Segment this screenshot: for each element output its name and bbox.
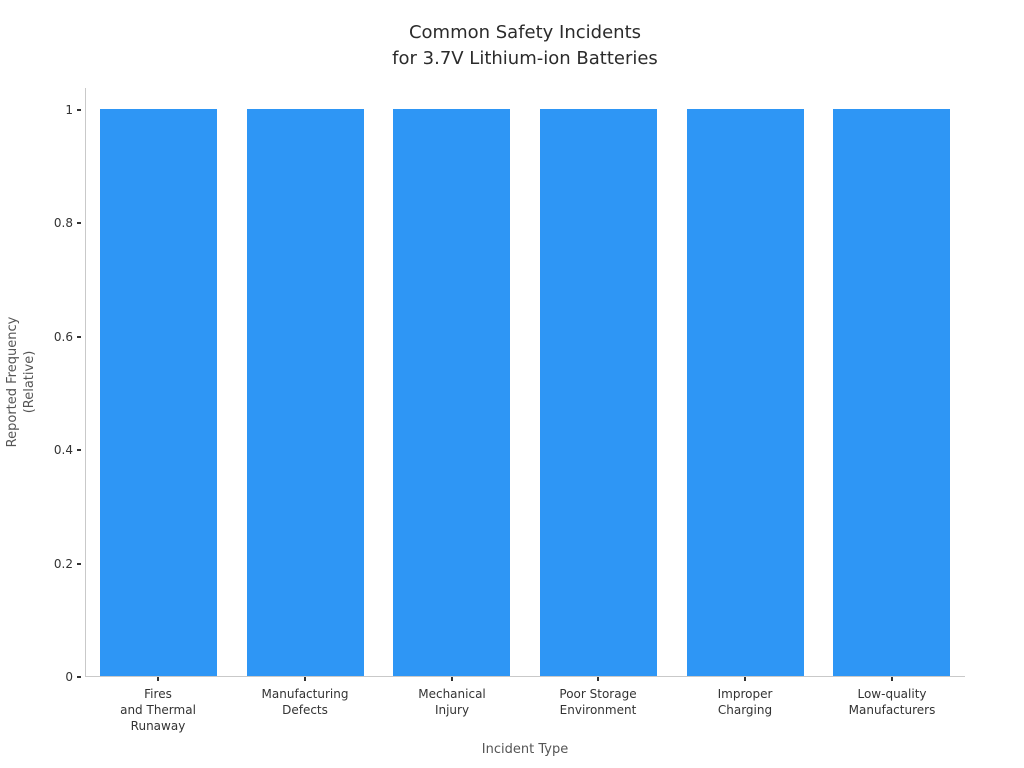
y-tick-label: 1 bbox=[65, 103, 73, 117]
x-tick-mark bbox=[451, 677, 453, 681]
x-tick-label: Manufacturing Defects bbox=[261, 687, 349, 717]
x-tick-mark bbox=[597, 677, 599, 681]
y-tick: 0.2 bbox=[31, 557, 81, 571]
x-tick: Mechanical Injury bbox=[372, 677, 532, 718]
y-tick: 1 bbox=[31, 103, 81, 117]
y-axis-spine bbox=[85, 88, 86, 677]
x-tick-label: Fires and Thermal Runaway bbox=[120, 687, 196, 733]
x-tick: Poor Storage Environment bbox=[518, 677, 678, 718]
x-tick-label: Mechanical Injury bbox=[418, 687, 486, 717]
y-tick: 0 bbox=[31, 670, 81, 684]
bar-poor-storage-environment bbox=[540, 109, 657, 676]
y-tick-label: 0 bbox=[65, 670, 73, 684]
y-tick-label: 0.8 bbox=[53, 216, 73, 230]
x-tick-mark bbox=[304, 677, 306, 681]
x-tick-mark bbox=[891, 677, 893, 681]
bar-improper-charging bbox=[687, 109, 804, 676]
x-tick-label: Poor Storage Environment bbox=[559, 687, 637, 717]
x-tick-label: Improper Charging bbox=[717, 687, 773, 717]
chart-title: Common Safety Incidents for 3.7V Lithium… bbox=[392, 22, 658, 69]
y-tick-label: 0.2 bbox=[53, 557, 73, 571]
x-tick-mark bbox=[744, 677, 746, 681]
plot-area: 1 0.8 0.6 0.4 0.2 0 Fires and Thermal Ru… bbox=[54, 88, 965, 733]
y-axis-label: Reported Frequency (Relative) bbox=[5, 316, 37, 448]
y-tick-mark bbox=[77, 336, 81, 338]
x-tick: Fires and Thermal Runaway bbox=[78, 677, 238, 734]
x-axis-label: Incident Type bbox=[481, 742, 569, 757]
y-tick-label: 0.4 bbox=[53, 443, 73, 457]
bar-manufacturing-defects bbox=[247, 109, 364, 676]
y-tick-mark bbox=[77, 676, 81, 678]
y-tick: 0.4 bbox=[31, 443, 81, 457]
y-tick-mark bbox=[77, 563, 81, 565]
y-tick: 0.8 bbox=[31, 216, 81, 230]
x-tick-label: Low-quality Manufacturers bbox=[848, 687, 936, 717]
y-tick-mark bbox=[77, 449, 81, 451]
x-tick: Manufacturing Defects bbox=[225, 677, 385, 718]
x-tick: Improper Charging bbox=[665, 677, 825, 718]
bar-mechanical-injury bbox=[393, 109, 510, 676]
x-axis-spine bbox=[85, 676, 965, 677]
x-tick-mark bbox=[157, 677, 159, 681]
y-tick: 0.6 bbox=[31, 330, 81, 344]
y-tick-mark bbox=[77, 109, 81, 111]
x-tick: Low-quality Manufacturers bbox=[812, 677, 972, 718]
bar-fires-and-thermal-runaway bbox=[100, 109, 217, 676]
y-tick-label: 0.6 bbox=[53, 330, 73, 344]
bar-low-quality-manufacturers bbox=[833, 109, 950, 676]
y-tick-mark bbox=[77, 222, 81, 224]
